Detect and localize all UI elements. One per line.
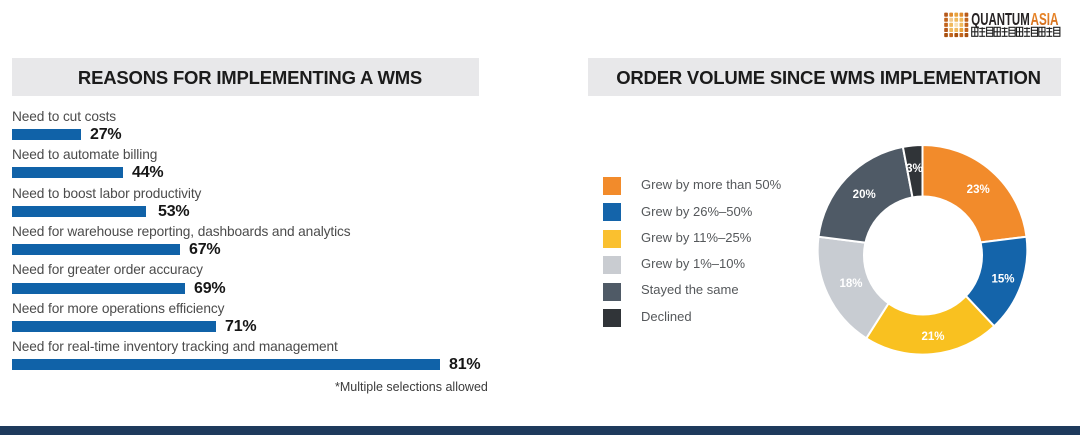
svg-text:21%: 21% xyxy=(921,331,944,343)
svg-text:3%: 3% xyxy=(906,163,923,175)
svg-text:15%: 15% xyxy=(991,274,1014,286)
svg-text:QUANTUM: QUANTUM xyxy=(971,11,1029,30)
svg-text:ASIA: ASIA xyxy=(1031,11,1059,30)
svg-text:20%: 20% xyxy=(853,189,876,201)
svg-text:18%: 18% xyxy=(839,278,862,290)
svg-text:23%: 23% xyxy=(967,184,990,196)
